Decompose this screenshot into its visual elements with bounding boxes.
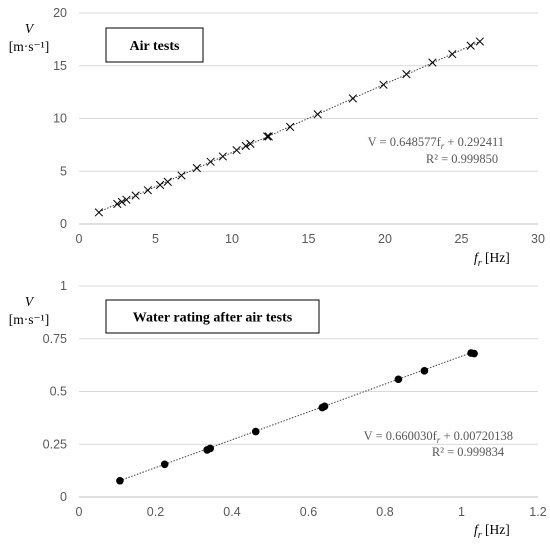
data-point [113, 199, 122, 209]
data-point [251, 427, 260, 436]
fit-equation: V = 0.660030fr + 0.00720138 [364, 429, 513, 445]
fit-equation-sub: r [441, 141, 445, 151]
chart-panel-1: 0 5 10 15 20 0 5 10 15 20 25 30 Air tests V [m·s⁻¹] fr … [9, 6, 545, 269]
data-point [470, 349, 478, 358]
fit-equation-tail: + 0.292411 [444, 135, 504, 149]
x-tick-label: 0 [76, 232, 83, 246]
data-point [379, 80, 388, 89]
data-point [246, 139, 255, 148]
y-axis-unit: [m·s⁻¹] [9, 312, 49, 327]
fit-equation-main: V = 0.648577f [368, 135, 442, 149]
x-tick-label: 15 [302, 232, 316, 246]
data-point [348, 94, 358, 103]
y-axis-label: V [25, 21, 35, 36]
data-point [263, 132, 272, 141]
fit-equation: V = 0.648577fr + 0.292411 [368, 135, 504, 151]
x-tick-label: 0.8 [376, 505, 393, 519]
data-point [466, 41, 475, 50]
fit-equation-main: V = 0.660030f [364, 429, 438, 443]
trendline [98, 41, 481, 213]
data-point [264, 132, 273, 141]
data-point [394, 375, 403, 384]
x-axis-label: fr [Hz] [474, 250, 510, 269]
data-point [122, 195, 131, 204]
x-axis-sub: r [478, 258, 482, 269]
data-point [313, 110, 322, 119]
chart-title: Air tests [130, 39, 180, 54]
fit-r-squared: R² = 0.999834 [432, 445, 505, 459]
x-tick-label: 0.2 [147, 505, 164, 519]
x-tick-label: 1.2 [529, 505, 546, 519]
data-point [94, 208, 104, 217]
y-tick-label: 5 [60, 164, 67, 178]
x-tick-label: 5 [152, 232, 159, 246]
data-point [285, 122, 295, 132]
y-tick-label: 10 [53, 112, 67, 126]
data-point [160, 460, 169, 469]
x-tick-label: 0.6 [300, 505, 317, 519]
x-tick-label: 30 [531, 232, 545, 246]
y-tick-label: 20 [53, 6, 67, 20]
chart-title: Water rating after air tests [133, 311, 293, 326]
data-point [428, 58, 437, 67]
x-axis-label: fr [Hz] [474, 522, 510, 541]
chart-title-box [105, 27, 204, 63]
data-point [232, 145, 241, 155]
data-point [448, 49, 457, 59]
y-tick-label: 0.25 [43, 437, 67, 451]
data-point [320, 402, 329, 411]
y-tick-label: 0 [60, 217, 67, 231]
data-point [192, 163, 201, 173]
fit-r-squared: R² = 0.999850 [426, 152, 498, 166]
data-point [116, 476, 124, 485]
fit-equation-tail: + 0.00720138 [440, 429, 513, 443]
data-point [206, 444, 214, 453]
data-point [206, 157, 215, 166]
y-tick-label: 0 [60, 490, 67, 504]
data-point [402, 70, 411, 79]
data-point [131, 191, 140, 200]
data-point [117, 197, 126, 206]
y-axis-label: V [25, 294, 35, 309]
x-tick-label: 25 [455, 232, 469, 246]
x-tick-label: 0.4 [223, 505, 240, 519]
x-axis-unit: [Hz] [482, 522, 510, 537]
chart-title-box [105, 299, 320, 334]
x-tick-label: 10 [225, 232, 239, 246]
y-tick-label: 1 [60, 279, 67, 293]
data-point [163, 177, 172, 186]
data-point [143, 186, 153, 195]
x-axis-sub: r [478, 530, 482, 541]
x-axis-var: f [474, 522, 480, 537]
data-point [177, 171, 186, 180]
x-tick-label: 20 [378, 232, 392, 246]
data-point [241, 141, 250, 151]
fit-equation-sub: r [437, 435, 441, 445]
x-tick-label: 1 [458, 505, 465, 519]
x-axis-unit: [Hz] [482, 250, 510, 265]
y-tick-label: 15 [53, 59, 67, 73]
x-axis-var: f [474, 250, 480, 265]
y-tick-label: 0.75 [43, 332, 67, 346]
data-point [218, 152, 227, 161]
y-axis-unit: [m·s⁻¹] [9, 39, 49, 54]
data-point [475, 37, 485, 46]
data-point [155, 180, 165, 190]
x-tick-label: 0 [76, 505, 83, 519]
data-point [420, 367, 429, 375]
y-tick-label: 0.5 [50, 385, 67, 399]
chart-panel-2: 0 0.25 0.5 0.75 1 0 0.2 0.4 0.6 0.8 1 1.2 Water rati… [9, 279, 547, 541]
